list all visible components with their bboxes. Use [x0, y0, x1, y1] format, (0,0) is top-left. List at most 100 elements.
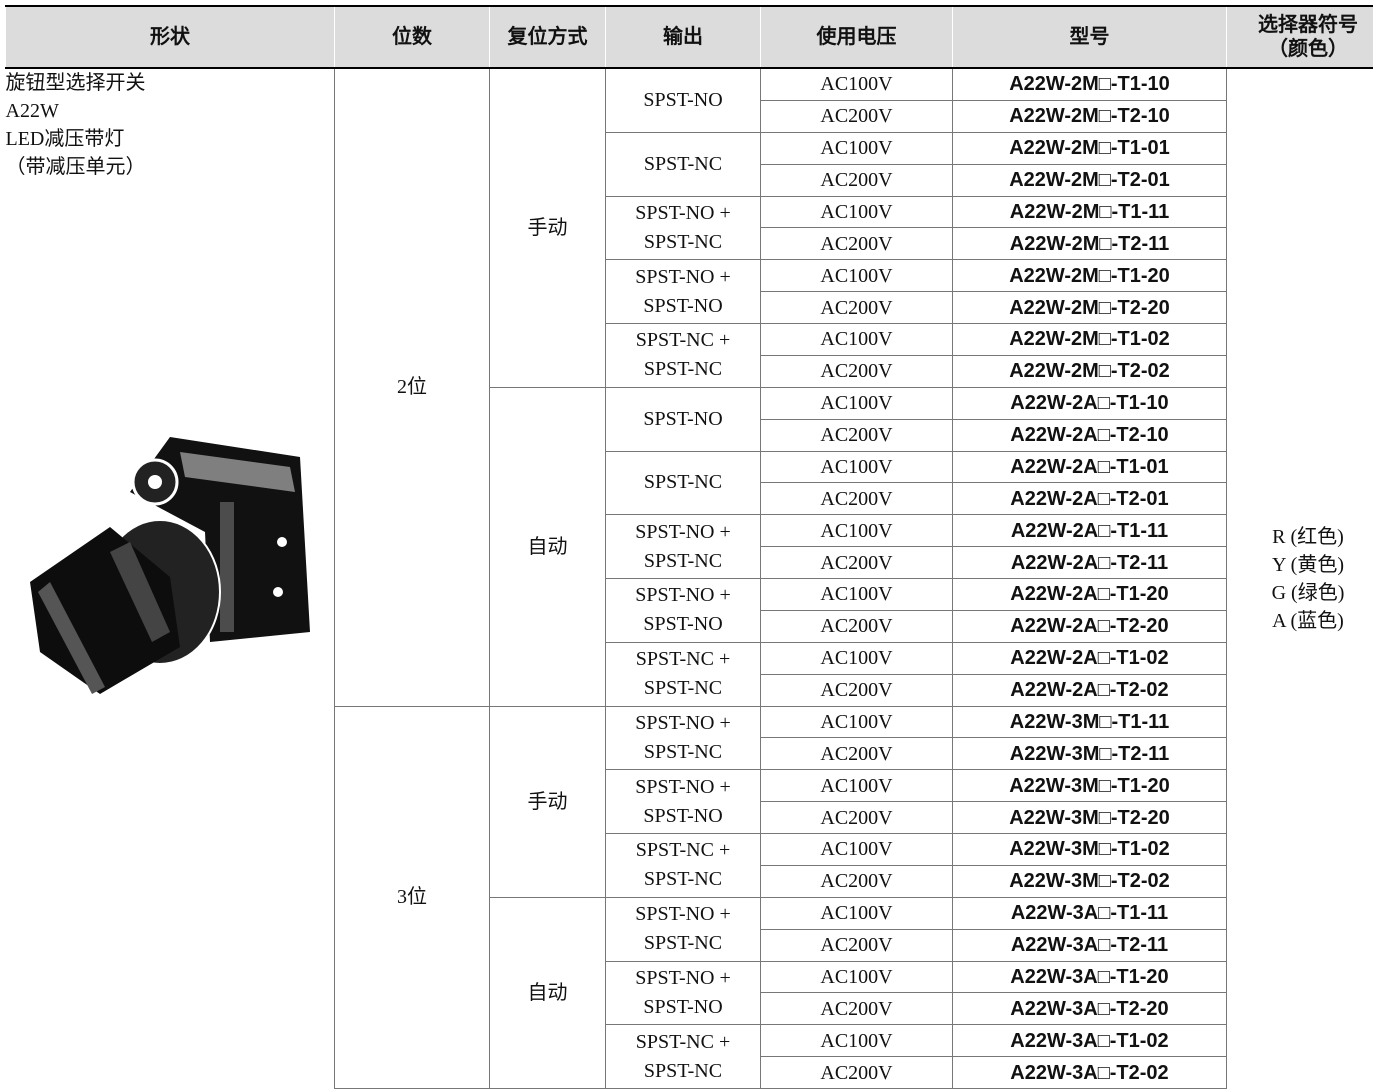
model-cell: A22W-3M□-T1-11: [953, 706, 1227, 738]
model-cell: A22W-2M□-T2-20: [953, 292, 1227, 324]
model-cell: A22W-2M□-T2-01: [953, 164, 1227, 196]
voltage-cell: AC100V: [761, 770, 953, 802]
text-line: R (红色): [1227, 523, 1373, 551]
text-line: SPST-NC: [606, 355, 760, 384]
model-cell: A22W-2A□-T2-11: [953, 547, 1227, 579]
model-cell: A22W-2M□-T2-02: [953, 355, 1227, 387]
header-row: 形状位数复位方式输出使用电压型号选择器符号（颜色）: [6, 6, 1373, 68]
text-line: LED减压带灯: [6, 125, 335, 153]
text-line: SPST-NC: [606, 468, 760, 497]
output-cell: SPST-NC +SPST-NC: [606, 642, 761, 706]
output-cell: SPST-NO +SPST-NC: [606, 515, 761, 579]
voltage-cell: AC100V: [761, 196, 953, 228]
output-cell: SPST-NO +SPST-NO: [606, 961, 761, 1025]
text-line: SPST-NC: [606, 547, 760, 576]
text-line: SPST-NO: [606, 802, 760, 831]
output-cell: SPST-NC: [606, 451, 761, 515]
model-cell: A22W-2M□-T2-10: [953, 100, 1227, 132]
voltage-cell: AC100V: [761, 515, 953, 547]
voltage-cell: AC100V: [761, 579, 953, 611]
model-cell: A22W-2M□-T2-11: [953, 228, 1227, 260]
text-line: SPST-NO +: [606, 709, 760, 738]
text-line: SPST-NO: [606, 993, 760, 1022]
text-line: SPST-NC +: [606, 326, 760, 355]
text-line: SPST-NC: [606, 228, 760, 257]
model-cell: A22W-2A□-T2-20: [953, 610, 1227, 642]
voltage-cell: AC200V: [761, 738, 953, 770]
text-line: SPST-NO: [606, 405, 760, 434]
model-cell: A22W-3A□-T1-02: [953, 1025, 1227, 1057]
text-line: A (蓝色): [1227, 607, 1373, 635]
reset-cell: 自动: [490, 387, 606, 706]
model-cell: A22W-2M□-T1-10: [953, 68, 1227, 100]
model-cell: A22W-3A□-T1-11: [953, 897, 1227, 929]
output-cell: SPST-NO: [606, 68, 761, 132]
voltage-cell: AC100V: [761, 387, 953, 419]
text-line: SPST-NC: [606, 1057, 760, 1086]
column-header: 输出: [606, 6, 761, 68]
voltage-cell: AC200V: [761, 1057, 953, 1089]
voltage-cell: AC100V: [761, 324, 953, 356]
column-header: 使用电压: [761, 6, 953, 68]
model-cell: A22W-2A□-T1-02: [953, 642, 1227, 674]
output-cell: SPST-NO +SPST-NO: [606, 579, 761, 643]
position-cell: 2位: [335, 68, 490, 706]
model-cell: A22W-2A□-T1-10: [953, 387, 1227, 419]
model-cell: A22W-2M□-T1-01: [953, 132, 1227, 164]
position-cell: 3位: [335, 706, 490, 1089]
text-line: SPST-NO +: [606, 773, 760, 802]
output-cell: SPST-NO +SPST-NC: [606, 897, 761, 961]
voltage-cell: AC200V: [761, 355, 953, 387]
text-line: 旋钮型选择开关: [6, 69, 335, 97]
model-cell: A22W-2M□-T1-11: [953, 196, 1227, 228]
output-cell: SPST-NC: [606, 132, 761, 196]
model-cell: A22W-3M□-T2-11: [953, 738, 1227, 770]
text-line: SPST-NC: [606, 738, 760, 767]
model-cell: A22W-2A□-T1-20: [953, 579, 1227, 611]
voltage-cell: AC100V: [761, 1025, 953, 1057]
column-header: 型号: [953, 6, 1227, 68]
text-line: SPST-NC: [606, 150, 760, 179]
voltage-cell: AC100V: [761, 834, 953, 866]
output-cell: SPST-NO +SPST-NC: [606, 706, 761, 770]
reset-cell: 手动: [490, 68, 606, 387]
text-line: SPST-NC +: [606, 645, 760, 674]
output-cell: SPST-NO: [606, 387, 761, 451]
voltage-cell: AC200V: [761, 674, 953, 706]
model-cell: A22W-3A□-T2-20: [953, 993, 1227, 1025]
model-cell: A22W-2M□-T1-02: [953, 324, 1227, 356]
column-header: 形状: [6, 6, 335, 68]
text-line: SPST-NO: [606, 86, 760, 115]
text-line: 选择器符号: [1228, 13, 1373, 37]
text-line: SPST-NC: [606, 929, 760, 958]
voltage-cell: AC200V: [761, 610, 953, 642]
text-line: SPST-NC: [606, 674, 760, 703]
model-cell: A22W-3A□-T2-02: [953, 1057, 1227, 1089]
text-line: SPST-NC: [606, 865, 760, 894]
model-cell: A22W-2A□-T2-10: [953, 419, 1227, 451]
column-header: 复位方式: [490, 6, 606, 68]
output-cell: SPST-NC +SPST-NC: [606, 1025, 761, 1089]
voltage-cell: AC100V: [761, 897, 953, 929]
voltage-cell: AC100V: [761, 68, 953, 100]
reset-cell: 自动: [490, 897, 606, 1088]
column-header: 位数: [335, 6, 490, 68]
output-cell: SPST-NO +SPST-NC: [606, 196, 761, 260]
voltage-cell: AC200V: [761, 547, 953, 579]
model-cell: A22W-3M□-T1-20: [953, 770, 1227, 802]
model-cell: A22W-3M□-T1-02: [953, 834, 1227, 866]
voltage-cell: AC200V: [761, 993, 953, 1025]
model-cell: A22W-3A□-T1-20: [953, 961, 1227, 993]
model-cell: A22W-2A□-T2-01: [953, 483, 1227, 515]
voltage-cell: AC200V: [761, 292, 953, 324]
voltage-cell: AC200V: [761, 865, 953, 897]
output-cell: SPST-NO +SPST-NO: [606, 770, 761, 834]
output-cell: SPST-NO +SPST-NO: [606, 260, 761, 324]
model-cell: A22W-2M□-T1-20: [953, 260, 1227, 292]
voltage-cell: AC200V: [761, 929, 953, 961]
voltage-cell: AC200V: [761, 164, 953, 196]
product-image: [20, 432, 315, 700]
text-line: SPST-NC +: [606, 1028, 760, 1057]
